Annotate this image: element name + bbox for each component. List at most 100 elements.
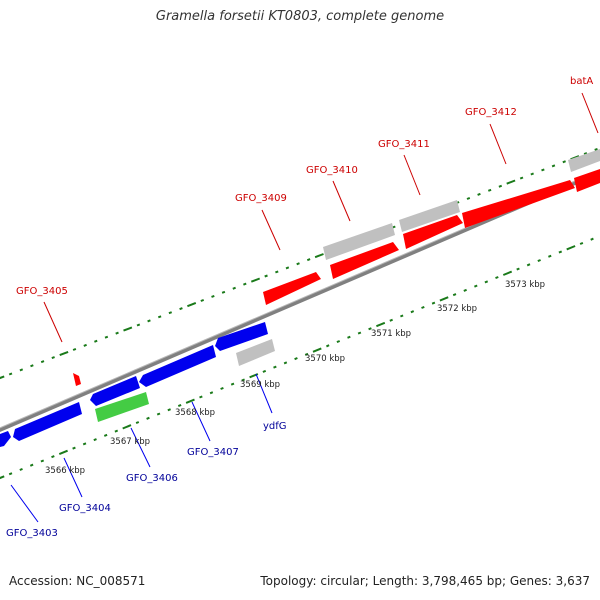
scale-tick-major — [123, 326, 133, 332]
gene-label-gfo-3412: GFO_3412 — [465, 107, 517, 118]
scale-tick-minor — [484, 280, 489, 284]
scale-tick-minor — [283, 361, 288, 365]
scale-label-3571: 3571 kbp — [371, 329, 411, 339]
scale-tick-major — [312, 347, 322, 353]
gene-label-gfo-3404: GFO_3404 — [59, 503, 111, 514]
scale-tick-minor — [466, 196, 471, 200]
leader-line-gfo-3411 — [403, 154, 421, 196]
gene-feature-gfo-3412[interactable] — [462, 180, 575, 228]
scale-tick-major — [376, 321, 386, 328]
scale-tick-major — [0, 375, 5, 380]
scale-tick-minor — [498, 184, 503, 188]
scale-tick-minor — [579, 241, 584, 245]
scale-tick-major — [0, 475, 5, 480]
scale-tick-minor — [410, 310, 415, 314]
leader-line-ydfg — [255, 373, 273, 414]
scale-tick-minor — [431, 301, 436, 305]
gray-feature-gfo-3410[interactable] — [323, 223, 395, 260]
tick-track-upper — [0, 148, 598, 380]
leader-line-gfo-3410 — [332, 180, 351, 222]
scale-tick-minor — [232, 286, 236, 290]
scale-tick-minor — [487, 188, 492, 192]
scale-tick-minor — [336, 340, 341, 344]
scale-tick-major — [187, 301, 197, 308]
scale-tick-minor — [135, 421, 140, 425]
gene-label-ydfg: ydfG — [263, 421, 287, 432]
scale-tick-minor — [220, 386, 224, 390]
scale-tick-minor — [516, 267, 520, 271]
scale-tick-minor — [82, 442, 87, 446]
gene-feature-gfo-3404[interactable] — [13, 402, 82, 441]
scale-tick-major — [122, 424, 132, 430]
scale-tick-minor — [51, 356, 55, 360]
gene-label-gfo-3407: GFO_3407 — [187, 447, 239, 458]
gene-feature-gfo-3407[interactable] — [139, 345, 216, 387]
scale-tick-minor — [264, 274, 268, 278]
gene-label-gfo-3406: GFO_3406 — [126, 473, 178, 484]
gene-feature-gfo-3403[interactable] — [0, 431, 11, 447]
scale-tick-major — [502, 270, 513, 276]
scale-tick-minor — [304, 352, 309, 356]
scale-tick-minor — [167, 408, 171, 412]
scale-tick-major — [506, 179, 516, 185]
scale-tick-minor — [477, 192, 481, 196]
scale-tick-minor — [421, 305, 425, 309]
gene-label-bata: batA — [570, 76, 593, 87]
scale-label-3570: 3570 kbp — [305, 354, 345, 364]
scale-tick-minor — [104, 335, 109, 339]
scale-label-3568: 3568 kbp — [175, 408, 215, 418]
scale-tick-minor — [389, 318, 393, 322]
scale-tick-minor — [19, 467, 23, 471]
leader-line-gfo-3412 — [489, 123, 507, 165]
gray-feature-gfo-3411[interactable] — [399, 200, 460, 232]
scale-tick-minor — [275, 270, 279, 274]
scale-tick-minor — [357, 331, 362, 335]
leader-line-gfo-3409 — [261, 209, 281, 251]
scale-tick-minor — [347, 335, 351, 339]
gray-feature-ydfg[interactable] — [236, 339, 275, 366]
scale-tick-minor — [325, 344, 330, 348]
gene-feature-gfo-3405-marker[interactable] — [73, 373, 81, 386]
scale-tick-minor — [103, 433, 108, 437]
gene-feature-gfo-3411[interactable] — [403, 215, 463, 249]
accession-text: Accession: NC_008571 — [9, 574, 146, 588]
scale-tick-minor — [199, 395, 203, 399]
rna-feature-gfo-3406[interactable] — [95, 392, 149, 422]
scale-tick-major — [439, 296, 449, 302]
map-title: Gramella forsetii KT0803, complete genom… — [155, 9, 445, 24]
gene-feature-ydfg-rev[interactable] — [215, 322, 268, 351]
scale-tick-minor — [177, 403, 182, 408]
gene-feature-gfo-3405-rev[interactable] — [90, 376, 140, 406]
scale-tick-minor — [114, 429, 119, 433]
leader-line-gfo-3404 — [63, 457, 83, 498]
scale-tick-minor — [558, 250, 563, 254]
scale-tick-minor — [147, 319, 151, 323]
gene-label-gfo-3405: GFO_3405 — [16, 286, 68, 297]
gene-feature-bata[interactable] — [574, 169, 600, 192]
scale-tick-minor — [168, 311, 173, 315]
scale-tick-minor — [400, 314, 404, 318]
tick-track-lower — [0, 237, 594, 480]
scale-tick-minor — [241, 378, 245, 382]
scale-tick-minor — [40, 360, 45, 364]
gene-feature-gfo-3409[interactable] — [263, 272, 321, 305]
scale-tick-minor — [156, 412, 161, 416]
scale-tick-minor — [157, 315, 162, 319]
scale-label-3573: 3573 kbp — [505, 280, 545, 290]
scale-tick-minor — [463, 288, 467, 292]
gene-feature-gfo-3410[interactable] — [330, 242, 399, 279]
scale-label-3566: 3566 kbp — [45, 466, 85, 476]
gene-label-gfo-3411: GFO_3411 — [378, 139, 430, 150]
scale-tick-major — [250, 277, 261, 283]
scale-tick-minor — [452, 293, 457, 297]
gene-label-gfo-3409: GFO_3409 — [235, 193, 287, 204]
gray-feature-bata[interactable] — [568, 149, 600, 172]
scale-tick-minor — [495, 276, 499, 280]
scale-tick-minor — [8, 472, 13, 476]
scale-tick-minor — [211, 294, 215, 298]
scale-tick-minor — [179, 307, 183, 311]
scale-tick-minor — [294, 357, 298, 361]
scale-tick-minor — [51, 455, 55, 459]
scale-tick-major — [185, 398, 195, 404]
